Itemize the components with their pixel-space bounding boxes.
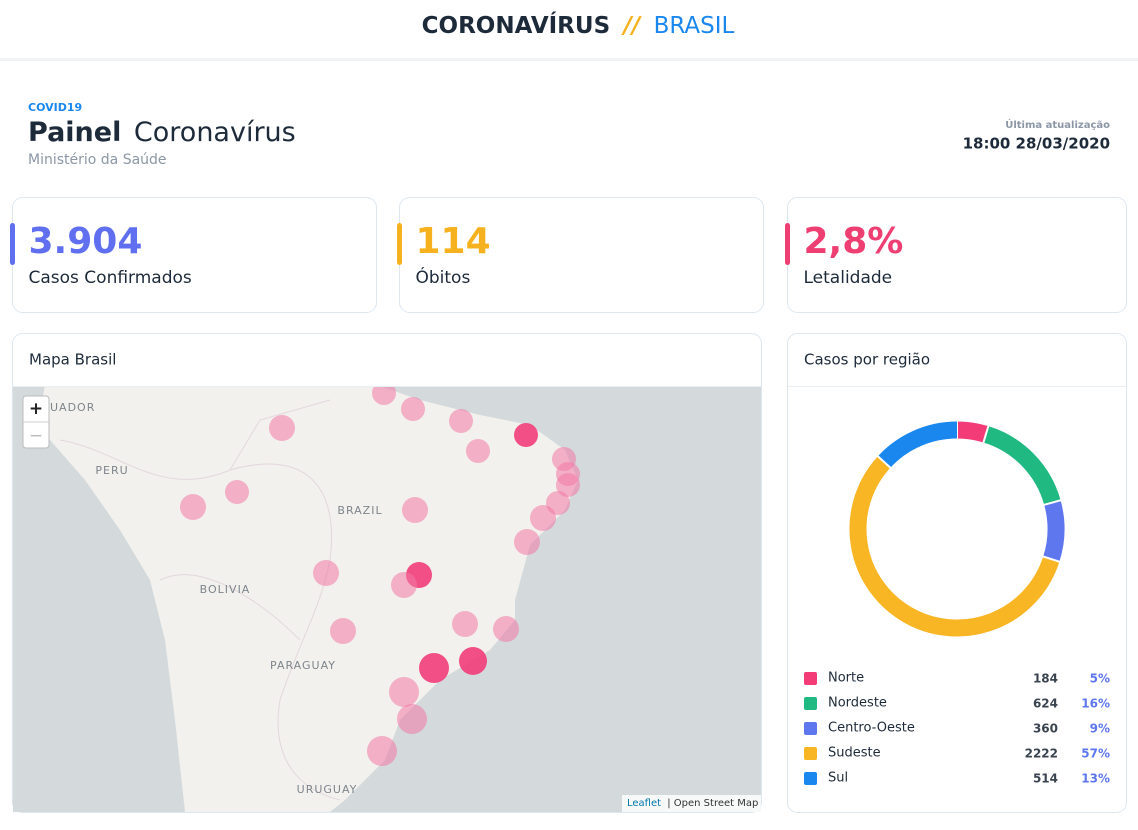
- map-label: BOLIVIA: [200, 583, 251, 596]
- legend-count: 624: [1033, 697, 1058, 711]
- donut-segment: [956, 421, 989, 443]
- legend-share: 5%: [1090, 672, 1110, 686]
- case-bubble: [459, 647, 487, 675]
- update-label: Última atualização: [1005, 118, 1110, 131]
- segment-gap: [1042, 499, 1062, 507]
- legend-share: 13%: [1081, 772, 1110, 786]
- attribution-link[interactable]: Leaflet: [627, 798, 661, 809]
- legend-count: 360: [1033, 722, 1058, 736]
- title-bold: Painel: [28, 117, 121, 148]
- brand: CORONAVÍRUS: [422, 11, 611, 39]
- case-bubble: [514, 529, 540, 555]
- legend-swatch: [804, 772, 817, 785]
- legend-swatch: [804, 672, 817, 685]
- donut-chart: Norte 184 5% Nordeste 624 16% Centro-Oeste 360 9…: [804, 420, 1110, 786]
- tag: COVID19: [28, 101, 82, 114]
- map-title: Mapa Brasil: [29, 351, 116, 369]
- map-label: URUGUAY: [297, 783, 358, 796]
- card-accent: [10, 223, 15, 265]
- region-panel: [787, 333, 1127, 813]
- borders: [59, 399, 341, 801]
- legend-share: 9%: [1090, 722, 1110, 736]
- case-bubble: [402, 497, 428, 523]
- card-label: Letalidade: [804, 268, 893, 288]
- case-bubble: [313, 560, 339, 586]
- attribution-bg: [622, 795, 761, 812]
- case-bubble: [419, 653, 449, 683]
- land: [40, 386, 578, 812]
- legend-swatch: [804, 697, 817, 710]
- legend-label: Nordeste: [828, 696, 887, 711]
- legend-swatch: [804, 747, 817, 760]
- header-border: [0, 58, 1138, 61]
- separator: //: [620, 13, 641, 39]
- case-bubble: [225, 480, 249, 504]
- card-value: 114: [416, 221, 491, 262]
- case-bubble: [367, 736, 397, 766]
- case-bubble: [401, 397, 425, 421]
- case-bubble: [449, 409, 473, 433]
- chart-title: Casos por região: [804, 351, 930, 369]
- card-value: 2,8%: [804, 221, 904, 262]
- legend-label: Centro-Oeste: [828, 721, 915, 736]
- donut-segment: [877, 421, 958, 468]
- legend-label: Sudeste: [828, 746, 881, 761]
- card-value: 3.904: [29, 221, 143, 262]
- case-bubble: [466, 439, 490, 463]
- map-label: PERU: [95, 464, 128, 477]
- panel-title: Painel Coronavírus: [28, 117, 296, 148]
- country: BRASIL: [654, 13, 735, 39]
- update-time: 18:00 28/03/2020: [963, 135, 1110, 153]
- legend-share: 16%: [1081, 697, 1110, 711]
- case-bubble: [269, 415, 295, 441]
- legend-share: 57%: [1081, 747, 1110, 761]
- case-bubble: [530, 505, 556, 531]
- title-rest: Coronavírus: [134, 117, 296, 148]
- case-bubble: [556, 473, 580, 497]
- card-accent: [397, 223, 402, 265]
- case-bubble: [452, 611, 478, 637]
- map-label: PARAGUAY: [270, 659, 336, 672]
- legend-swatch: [804, 722, 817, 735]
- case-bubble: [397, 704, 427, 734]
- map[interactable]: UADOR PERU BRAZIL BOLIVIA PARAGUAY URUGU…: [13, 381, 761, 812]
- donut-segment: [849, 456, 1060, 637]
- case-bubble: [493, 616, 519, 642]
- legend-count: 184: [1033, 672, 1058, 686]
- case-bubble: [389, 677, 419, 707]
- card-label: Casos Confirmados: [29, 268, 192, 288]
- case-bubbles: [180, 386, 580, 766]
- cards: 3.904 Casos Confirmados 114 Óbitos 2,8% Letal…: [10, 197, 1127, 313]
- legend-count: 2222: [1025, 747, 1058, 761]
- map-label: UADOR: [50, 401, 95, 414]
- header-title: CORONAVÍRUS // BRASIL: [422, 11, 735, 39]
- segment-gap: [1041, 555, 1061, 563]
- subtitle: Ministério da Saúde: [28, 152, 167, 168]
- attribution-text: | Open Street Map: [667, 798, 758, 809]
- case-bubble: [372, 386, 396, 405]
- donut-segment: [983, 426, 1061, 506]
- legend-label: Norte: [828, 671, 864, 686]
- legend-count: 514: [1033, 772, 1058, 786]
- zoom-in[interactable]: +: [29, 399, 43, 419]
- card-accent: [785, 223, 790, 265]
- case-bubble: [180, 494, 206, 520]
- attribution: Leaflet | Open Street Map: [627, 798, 758, 809]
- case-bubble: [514, 423, 538, 447]
- zoom-out[interactable]: −: [29, 426, 43, 446]
- map-label: BRAZIL: [337, 504, 382, 517]
- legend-label: Sul: [828, 771, 848, 786]
- case-bubble: [330, 618, 356, 644]
- donut-segment: [1043, 500, 1065, 562]
- segment-gap: [876, 454, 892, 470]
- segment-gap: [982, 424, 990, 444]
- case-bubble: [391, 572, 417, 598]
- card-label: Óbitos: [416, 266, 471, 288]
